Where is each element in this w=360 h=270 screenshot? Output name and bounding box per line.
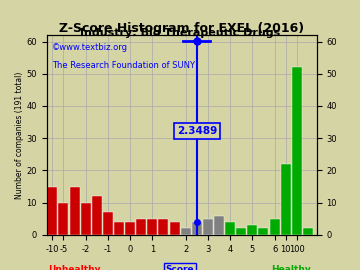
Bar	[92, 196, 102, 235]
Text: The Research Foundation of SUNY: The Research Foundation of SUNY	[52, 61, 195, 70]
Bar	[214, 215, 224, 235]
Text: 2.3489: 2.3489	[177, 126, 217, 136]
Bar	[225, 222, 235, 235]
Bar	[181, 228, 191, 235]
Bar	[58, 203, 68, 235]
Bar	[247, 225, 257, 235]
Bar	[103, 212, 113, 235]
Bar	[125, 222, 135, 235]
Text: Healthy: Healthy	[271, 265, 311, 270]
Bar	[170, 222, 180, 235]
Bar	[203, 219, 213, 235]
Bar	[114, 222, 124, 235]
Text: Score: Score	[166, 265, 194, 270]
Bar	[192, 222, 202, 235]
Bar	[69, 187, 80, 235]
Bar	[281, 164, 291, 235]
Bar	[81, 203, 91, 235]
Bar	[147, 219, 157, 235]
Bar	[270, 219, 280, 235]
Text: Industry: Bio Therapeutic Drugs: Industry: Bio Therapeutic Drugs	[80, 28, 280, 38]
Bar	[292, 67, 302, 235]
Bar	[303, 228, 313, 235]
Bar	[158, 219, 168, 235]
Text: Unhealthy: Unhealthy	[48, 265, 101, 270]
Text: ©www.textbiz.org: ©www.textbiz.org	[52, 43, 128, 52]
Bar	[236, 228, 246, 235]
Bar	[258, 228, 269, 235]
Bar	[136, 219, 146, 235]
Y-axis label: Number of companies (191 total): Number of companies (191 total)	[15, 71, 24, 199]
Title: Z-Score Histogram for EXEL (2016): Z-Score Histogram for EXEL (2016)	[59, 22, 304, 35]
Bar	[48, 187, 57, 235]
